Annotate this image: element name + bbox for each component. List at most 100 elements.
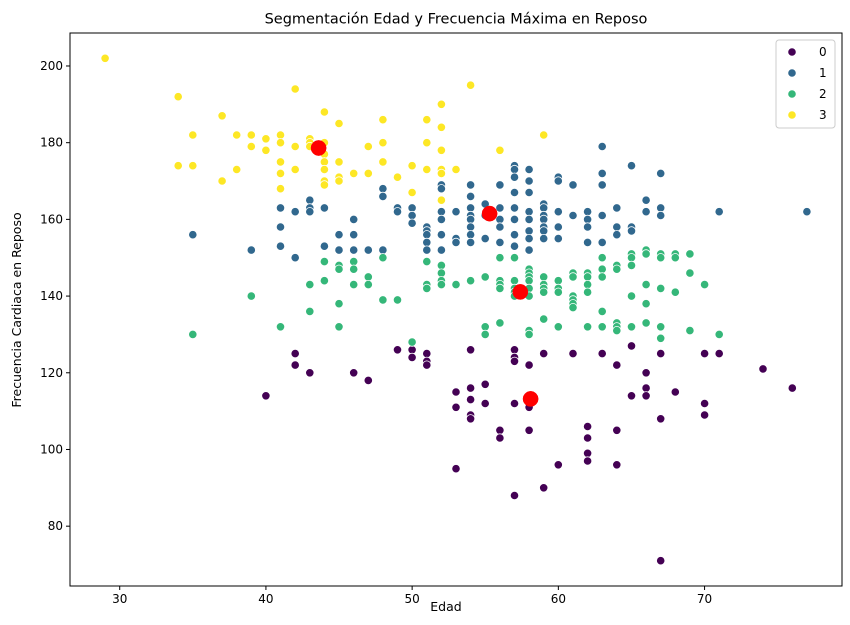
data-point <box>553 322 563 332</box>
data-point <box>524 329 534 339</box>
legend-label: 0 <box>819 45 827 59</box>
data-point <box>626 341 637 351</box>
y-tick-label: 200 <box>40 59 63 73</box>
data-point <box>305 306 315 316</box>
data-point <box>699 398 710 409</box>
data-point <box>290 164 300 175</box>
data-point <box>656 333 666 343</box>
data-point <box>626 161 637 171</box>
data-point <box>334 299 344 309</box>
data-point <box>407 203 417 213</box>
data-point <box>539 287 549 297</box>
data-point <box>656 203 666 213</box>
data-point <box>509 172 520 182</box>
data-point <box>349 214 359 224</box>
data-point <box>597 210 607 221</box>
data-point <box>305 368 315 378</box>
data-point <box>509 241 520 251</box>
data-point <box>539 203 549 213</box>
data-point <box>319 180 329 190</box>
data-point <box>685 325 695 336</box>
data-point <box>568 272 578 282</box>
data-point <box>100 53 110 63</box>
data-point <box>392 172 403 182</box>
data-point <box>553 234 563 244</box>
data-point <box>509 345 520 355</box>
data-point <box>539 483 549 493</box>
data-point <box>524 176 534 186</box>
data-point <box>363 272 373 282</box>
centroid-marker <box>481 205 498 222</box>
data-point <box>290 360 300 370</box>
centroid-marker <box>512 284 529 300</box>
data-point <box>597 141 607 152</box>
data-point <box>378 245 388 255</box>
data-point <box>465 394 476 405</box>
data-point <box>349 279 359 290</box>
data-point <box>670 253 680 263</box>
data-point <box>714 207 724 217</box>
data-point <box>349 245 359 255</box>
data-point <box>509 398 520 409</box>
data-point <box>568 302 578 313</box>
data-point <box>436 195 446 205</box>
data-point <box>509 214 520 224</box>
data-point <box>539 234 549 244</box>
data-point <box>363 168 373 178</box>
legend-label: 3 <box>819 108 827 122</box>
data-point <box>656 283 666 293</box>
x-tick-label: 60 <box>551 592 566 606</box>
data-point <box>524 207 534 217</box>
data-point <box>188 161 198 171</box>
centroid-marker <box>522 391 539 407</box>
data-point <box>641 207 651 217</box>
data-point <box>436 168 446 178</box>
data-point <box>465 222 476 232</box>
data-point <box>612 325 622 336</box>
data-point <box>524 164 534 175</box>
data-point <box>275 157 286 167</box>
data-point <box>582 456 593 466</box>
chart-title: Segmentación Edad y Frecuencia Máxima en… <box>265 12 648 28</box>
data-point <box>232 164 242 175</box>
data-point <box>334 264 344 274</box>
data-point <box>319 107 329 117</box>
y-tick-label: 140 <box>40 289 63 303</box>
data-point <box>670 387 680 397</box>
data-point <box>568 180 578 190</box>
data-point <box>582 448 593 458</box>
y-tick-label: 120 <box>40 366 63 380</box>
data-point <box>334 157 344 167</box>
legend: 0 1 2 3 <box>775 39 836 129</box>
data-point <box>319 241 329 251</box>
data-point <box>275 168 286 178</box>
data-point <box>290 348 300 359</box>
x-tick-label: 70 <box>697 592 712 606</box>
data-point <box>612 264 622 274</box>
data-point <box>451 164 461 175</box>
plot-area <box>100 53 812 566</box>
data-point <box>407 161 417 171</box>
data-point <box>232 130 242 140</box>
data-point <box>509 187 520 198</box>
data-point <box>407 337 417 347</box>
data-point <box>495 283 505 293</box>
data-point <box>422 164 432 175</box>
data-point <box>802 207 812 217</box>
data-point <box>524 276 534 286</box>
data-point <box>480 272 490 282</box>
y-tick-label: 180 <box>40 136 63 150</box>
data-point <box>349 230 359 240</box>
x-axis-label: Edad <box>430 599 461 614</box>
data-point <box>509 230 520 240</box>
data-point <box>275 184 286 194</box>
data-point <box>597 264 607 274</box>
data-point <box>436 214 446 224</box>
data-point <box>553 287 563 297</box>
legend-marker <box>787 68 797 78</box>
data-point <box>319 164 329 175</box>
data-point <box>275 130 286 140</box>
data-point <box>275 203 286 213</box>
data-point <box>524 234 534 244</box>
